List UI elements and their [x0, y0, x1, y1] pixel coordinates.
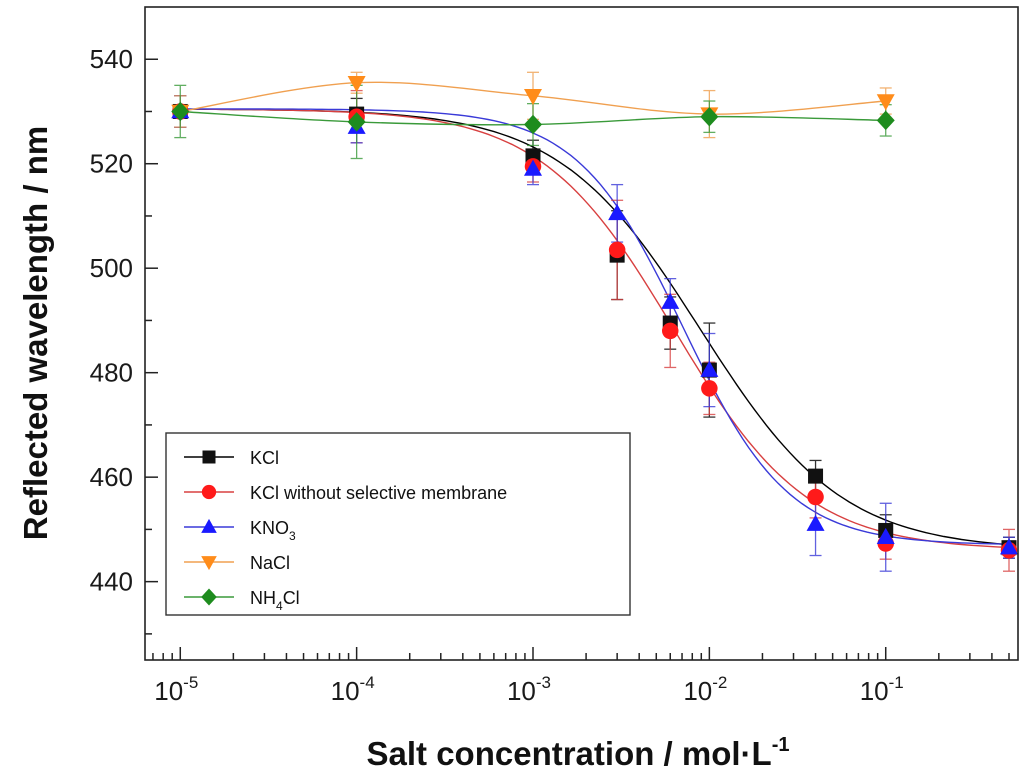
- data-point: [876, 94, 895, 111]
- legend-label-main: KCl: [250, 448, 279, 468]
- y-axis-title: Reflected wavelength / nm: [17, 126, 54, 540]
- data-point: [661, 322, 679, 340]
- data-markers: [171, 75, 1019, 559]
- x-tick-base: 10: [507, 676, 536, 706]
- legend-label-main: NaCl: [250, 553, 290, 573]
- y-tick-label: 440: [90, 567, 133, 597]
- legend-label: NH4Cl: [250, 588, 300, 613]
- data-point: [700, 360, 719, 377]
- x-tick-exponent: -5: [183, 673, 198, 692]
- data-point: [807, 488, 824, 506]
- data-point: [524, 114, 542, 135]
- x-tick-base: 10: [331, 676, 360, 706]
- legend-box: [165, 432, 631, 616]
- x-tick-label: 10-5: [154, 673, 198, 706]
- data-point: [171, 101, 190, 122]
- legend-label: KCl without selective membrane: [250, 483, 507, 503]
- x-tick-label: 10-3: [507, 673, 551, 706]
- data-point: [608, 241, 626, 259]
- legend-label-subscript: 4: [276, 599, 283, 613]
- data-point: [1000, 538, 1019, 555]
- y-tick-label: 460: [90, 462, 133, 492]
- x-tick-exponent: -1: [889, 673, 904, 692]
- data-point: [876, 527, 895, 544]
- legend-label: NaCl: [250, 553, 290, 573]
- x-axis-title-main: Salt concentration / mol·L: [367, 735, 772, 772]
- legend-label-main: NH: [250, 588, 276, 608]
- fit-curve: [180, 108, 1010, 549]
- legend-marker: [201, 556, 217, 571]
- legend-marker: [202, 450, 216, 464]
- y-tick-label: 480: [90, 358, 133, 388]
- legend-label-tail: Cl: [283, 588, 300, 608]
- data-point: [524, 89, 542, 106]
- legend-marker: [201, 484, 217, 500]
- x-tick-exponent: -2: [712, 673, 727, 692]
- y-tick-label: 500: [90, 253, 133, 283]
- plot-frame: [144, 6, 1019, 661]
- x-tick-label: 10-4: [331, 673, 375, 706]
- x-tick-exponent: -3: [536, 673, 551, 692]
- axis-titles: Salt concentration / mol·L-1 Reflected wa…: [17, 126, 790, 772]
- legend-marker: [201, 518, 217, 533]
- data-point: [700, 106, 719, 127]
- data-point: [876, 110, 895, 131]
- x-tick-base: 10: [683, 676, 712, 706]
- fit-curve: [180, 108, 1010, 545]
- data-point: [701, 380, 718, 397]
- legend-label-main: KCl without selective membrane: [250, 483, 507, 503]
- y-tick-label: 540: [90, 44, 133, 74]
- legend-marker: [201, 588, 217, 606]
- x-axis-title-exponent: -1: [772, 734, 790, 756]
- data-point: [806, 514, 825, 531]
- legend-label-subscript: 3: [289, 529, 296, 543]
- y-tick-label: 520: [90, 149, 133, 179]
- legend-label: KNO3: [250, 518, 296, 543]
- data-point: [608, 203, 627, 221]
- data-point: [347, 75, 366, 93]
- x-tick-label: 10-2: [683, 673, 727, 706]
- x-tick-label: 10-1: [860, 673, 904, 706]
- data-point: [808, 468, 824, 484]
- data-point: [661, 292, 680, 309]
- data-point: [347, 112, 366, 132]
- legend: KCl KCl without selective membrane KNO3 NaC…: [165, 432, 631, 616]
- x-tick-exponent: -4: [360, 673, 375, 692]
- legend-label: KCl: [250, 448, 279, 468]
- x-tick-base: 10: [154, 676, 183, 706]
- x-axis-title: Salt concentration / mol·L-1: [367, 734, 790, 772]
- legend-label-main: KNO: [250, 518, 289, 538]
- data-point: [524, 159, 542, 176]
- x-tick-base: 10: [860, 676, 889, 706]
